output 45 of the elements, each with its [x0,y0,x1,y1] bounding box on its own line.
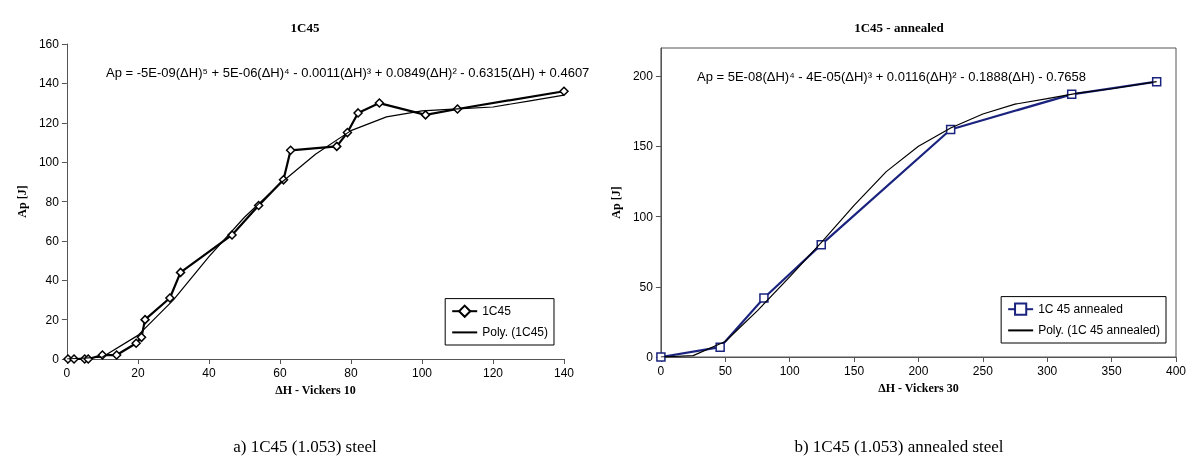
legend-label: 1C45 [482,304,512,319]
y-tick-label: 100 [38,155,60,170]
legend-label: Poly. (1C45) [482,325,549,340]
x-tick-label: 40 [202,366,216,380]
x-tick-label: 50 [718,364,733,378]
y-tick-label: 60 [45,233,60,248]
y-tick-label: 0 [52,352,60,366]
x-tick-label: 150 [844,364,865,378]
y-tick-label: 20 [45,312,60,327]
y-tick-label: 50 [639,279,654,294]
y-tick-label: 140 [38,76,60,91]
chart-title: 1C45 [290,20,320,35]
annotation: Ap = -5E-09(ΔH)⁵ + 5E-06(ΔH)⁴ - 0.0011(ΔH)³ + 0.0849(ΔH)² - 0.6315(ΔH) + 0.4607 [106,65,590,80]
x-tick-label: 100 [779,364,801,378]
y-tick-label: 150 [632,139,654,154]
x-tick-label: 140 [553,366,575,380]
text: b) 1C45 (1.053) annealed steel [794,437,1004,456]
y-tick-label: 100 [632,209,654,224]
chart-title: 1C45 - annealed [854,20,945,35]
x-tick-label: 350 [1101,364,1122,378]
legend-label: 1C 45 annealed [1038,302,1123,317]
x-tick-label: 100 [411,366,433,380]
x-tick-label: 80 [344,366,358,380]
x-tick-label: 0 [63,366,71,380]
x-axis-title: ΔH - Vickers 10 [275,382,356,397]
x-tick-label: 0 [657,364,665,378]
y-axis-title: Ap [J] [15,185,29,218]
x-tick-label: 300 [1037,364,1058,378]
y-tick-label: 40 [45,273,60,288]
x-tick-label: 60 [273,366,287,380]
x-tick-label: 250 [972,364,994,378]
x-axis-title: ΔH - Vickers 30 [878,380,959,395]
y-axis-title: Ap [J] [609,186,623,219]
y-tick-label: 120 [38,115,60,130]
x-tick-label: 120 [482,366,504,380]
legend-label: Poly. (1C 45 annealed) [1038,323,1161,338]
y-tick-label: 0 [646,350,654,364]
x-tick-label: 20 [131,366,145,380]
y-tick-label: 200 [632,69,654,84]
y-tick-label: 80 [45,194,60,209]
y-tick-label: 160 [38,37,60,51]
annotation: Ap = 5E-08(ΔH)⁴ - 4E-05(ΔH)³ + 0.0116(ΔH)² - 0.1888(ΔH) - 0.7658 [697,69,1087,84]
x-tick-label: 200 [908,364,929,378]
x-tick-label: 400 [1165,364,1187,378]
text: a) 1C45 (1.053) steel [233,437,378,456]
